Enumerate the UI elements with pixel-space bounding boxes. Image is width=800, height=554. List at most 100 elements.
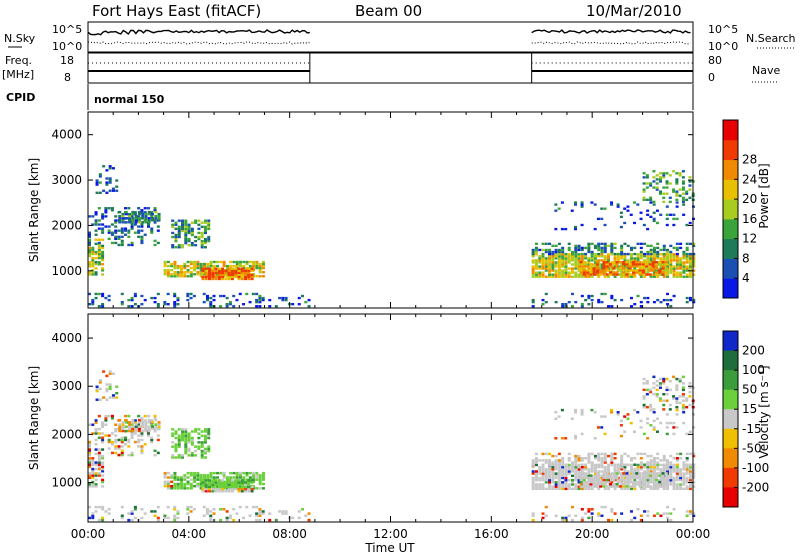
- power-cell: [603, 248, 607, 252]
- power-cell: [580, 255, 584, 258]
- power-cell: [662, 200, 666, 204]
- power-cell: [108, 177, 112, 180]
- velocity-cell: [137, 429, 141, 433]
- power-cell: [130, 305, 134, 308]
- velocity-cell: [652, 461, 656, 464]
- velocity-cell: [577, 470, 581, 473]
- power-cell: [255, 305, 259, 308]
- velocity-cell: [202, 474, 206, 477]
- velocity-cell: [584, 468, 588, 471]
- velocity-cell: [173, 487, 177, 490]
- velocity-cell: [656, 468, 660, 471]
- velocity-cell: [688, 395, 692, 398]
- velocity-cell: [666, 459, 670, 462]
- power-cell: [173, 305, 177, 308]
- velocity-cell: [140, 434, 144, 437]
- velocity-cell: [548, 474, 552, 478]
- power-cell: [639, 242, 643, 246]
- velocity-cell: [582, 478, 586, 482]
- velocity-cell: [544, 461, 548, 464]
- velocity-cell: [574, 514, 578, 518]
- velocity-cell: [596, 426, 600, 429]
- velocity-cell: [623, 468, 627, 471]
- velocity-cell: [544, 478, 548, 482]
- velocity-cell: [665, 432, 669, 436]
- power-cell: [656, 242, 660, 246]
- power-cell: [662, 298, 666, 302]
- freq-panel: Freq. [MHz] 18 8 80 0 Nave: [2, 52, 780, 84]
- power-cell: [207, 273, 211, 277]
- power-cell: [664, 261, 668, 264]
- power-cell: [587, 248, 591, 252]
- power-cell: [143, 211, 147, 214]
- power-cell: [541, 252, 545, 256]
- velocity-cell: [692, 481, 696, 484]
- velocity-cell: [655, 388, 659, 392]
- power-cell: [230, 269, 234, 273]
- velocity-cell: [111, 372, 115, 375]
- power-cell: [247, 271, 251, 275]
- power-cell: [252, 268, 256, 272]
- velocity-cell: [174, 436, 178, 440]
- velocity-cell: [240, 481, 244, 484]
- power-cell: [200, 241, 204, 245]
- velocity-cell: [629, 421, 633, 425]
- nsky-label: N.Sky: [4, 32, 36, 45]
- power-cell: [633, 201, 637, 204]
- velocity-cell: [584, 457, 588, 460]
- velocity-cell: [609, 485, 613, 488]
- power-cell: [656, 255, 660, 258]
- power-cell: [147, 221, 151, 224]
- velocity-cell: [652, 514, 656, 518]
- power-cell: [250, 277, 254, 281]
- velocity-cell: [561, 470, 565, 473]
- power-cell: [212, 294, 216, 298]
- power-cell: [222, 260, 226, 264]
- power-cell: [531, 269, 535, 272]
- velocity-cell: [557, 465, 561, 469]
- velocity-cell: [682, 483, 686, 486]
- velocity-cell: [128, 427, 132, 431]
- velocity-cell: [590, 512, 594, 515]
- velocity-cell: [244, 483, 248, 486]
- power-cell: [291, 303, 295, 306]
- power-cell: [268, 298, 272, 302]
- power-cell: [227, 277, 231, 281]
- velocity-cell: [579, 472, 583, 475]
- velocity-cell: [258, 514, 262, 518]
- power-cell: [110, 231, 114, 234]
- power-cell: [682, 265, 686, 268]
- velocity-cell: [234, 483, 238, 486]
- velocity-cell: [252, 487, 256, 490]
- velocity-cell: [245, 474, 249, 477]
- power-cell: [111, 167, 115, 170]
- velocity-cell: [602, 478, 606, 482]
- velocity-cell: [225, 516, 229, 520]
- velocity-cell: [197, 447, 201, 451]
- power-cell: [203, 231, 207, 235]
- power-cell: [682, 255, 686, 258]
- velocity-cell: [580, 516, 584, 520]
- velocity-cell: [88, 448, 91, 451]
- velocity-cell: [652, 457, 656, 460]
- velocity-cell: [163, 476, 167, 479]
- power-cell: [685, 269, 689, 272]
- velocity-cell: [577, 465, 581, 469]
- power-cell: [666, 250, 670, 254]
- power-cell: [192, 294, 196, 298]
- velocity-cell: [209, 514, 213, 518]
- power-cell: [544, 269, 548, 272]
- velocity-cell: [117, 453, 121, 457]
- power-cell: [628, 263, 632, 266]
- velocity-cell: [186, 487, 190, 490]
- velocity-cell: [184, 434, 188, 438]
- velocity-cell: [255, 471, 259, 475]
- power-cell: [544, 259, 548, 262]
- velocity-cell: [574, 463, 578, 467]
- velocity-cell: [291, 516, 295, 520]
- power-cell: [157, 219, 161, 222]
- velocity-cell: [580, 408, 584, 412]
- power-cell: [197, 227, 201, 231]
- power-cell: [584, 255, 588, 258]
- velocity-cell: [163, 482, 167, 486]
